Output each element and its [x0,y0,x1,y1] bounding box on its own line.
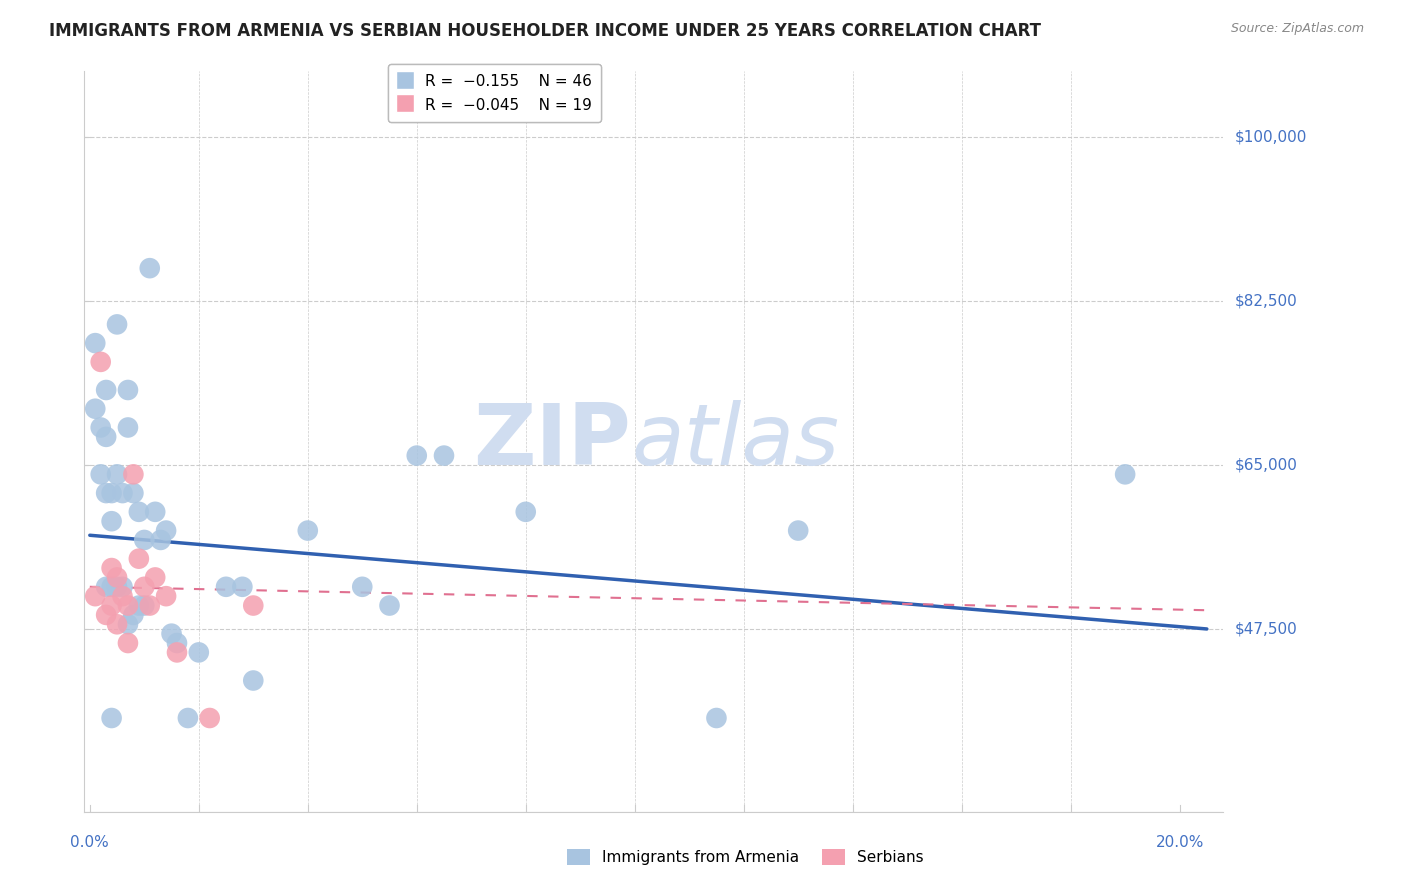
Text: $47,500: $47,500 [1234,622,1298,637]
Point [242,673,264,688]
Point [96,486,118,500]
Text: 20.0%: 20.0% [1156,835,1204,850]
Point [84,336,107,351]
Point [134,533,156,547]
Point [143,570,166,584]
Point [198,711,221,725]
Point [187,645,209,659]
Point [117,636,139,650]
Text: ZIP: ZIP [474,400,631,483]
Point [111,486,134,500]
Point [100,711,122,725]
Point [100,580,122,594]
Point [515,505,537,519]
Point [160,626,183,640]
Point [122,467,145,482]
Point [90,467,112,482]
Point [96,580,118,594]
Point [117,420,139,434]
Point [166,645,188,659]
Point [134,580,156,594]
Point [177,711,200,725]
Text: atlas: atlas [631,400,839,483]
Legend: Immigrants from Armenia, Serbians: Immigrants from Armenia, Serbians [561,843,929,871]
Point [405,449,427,463]
Point [96,383,118,397]
Legend: R =  −0.155    N = 46, R =  −0.045    N = 19: R = −0.155 N = 46, R = −0.045 N = 19 [388,64,600,122]
Text: IMMIGRANTS FROM ARMENIA VS SERBIAN HOUSEHOLDER INCOME UNDER 25 YEARS CORRELATION: IMMIGRANTS FROM ARMENIA VS SERBIAN HOUSE… [49,22,1042,40]
Point [100,486,122,500]
Point [128,505,150,519]
Point [96,607,118,622]
Point [1114,467,1136,482]
Point [117,617,139,632]
Text: $65,000: $65,000 [1234,458,1298,473]
Point [100,599,122,613]
Point [139,261,162,276]
Point [128,551,150,566]
Text: Source: ZipAtlas.com: Source: ZipAtlas.com [1230,22,1364,36]
Point [242,599,264,613]
Point [117,383,139,397]
Point [105,617,128,632]
Point [84,401,107,416]
Point [100,561,122,575]
Point [352,580,374,594]
Point [706,711,728,725]
Point [111,589,134,603]
Point [105,580,128,594]
Point [105,570,128,584]
Point [155,589,177,603]
Point [128,599,150,613]
Point [90,355,112,369]
Point [215,580,238,594]
Point [143,505,166,519]
Point [787,524,810,538]
Point [105,318,128,332]
Point [155,524,177,538]
Point [149,533,172,547]
Point [117,599,139,613]
Point [378,599,401,613]
Point [122,486,145,500]
Point [84,589,107,603]
Point [297,524,319,538]
Point [231,580,253,594]
Point [134,599,156,613]
Text: $82,500: $82,500 [1234,293,1298,309]
Point [100,514,122,528]
Text: 0.0%: 0.0% [70,835,110,850]
Point [111,580,134,594]
Point [139,599,162,613]
Text: $100,000: $100,000 [1234,129,1306,145]
Point [96,430,118,444]
Point [105,467,128,482]
Point [90,420,112,434]
Point [122,607,145,622]
Point [433,449,456,463]
Point [166,636,188,650]
